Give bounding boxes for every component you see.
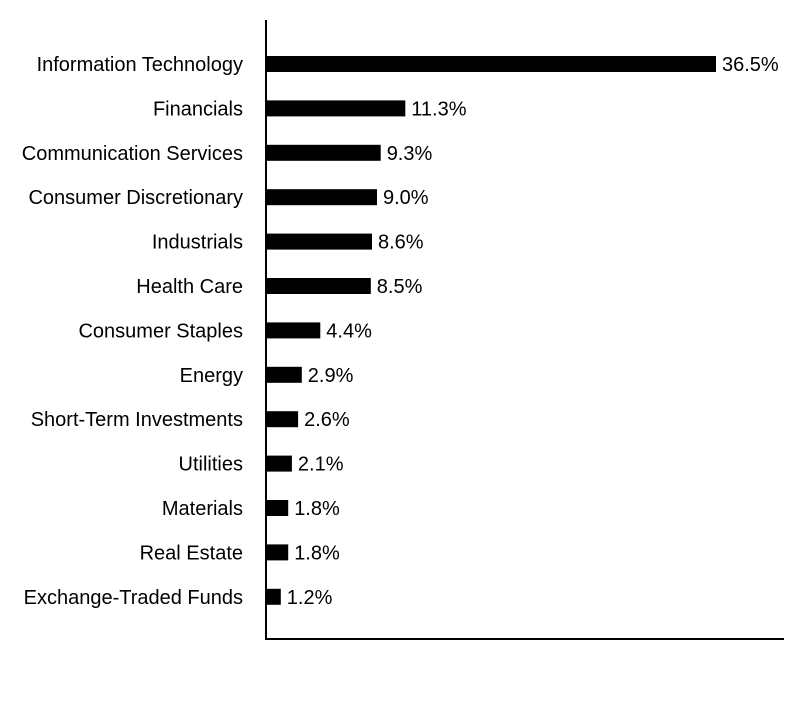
bar	[266, 233, 372, 250]
category-label: Consumer Staples	[78, 320, 243, 342]
bar	[266, 455, 292, 472]
category-label: Communication Services	[22, 143, 243, 165]
category-label: Financials	[153, 98, 243, 120]
bar	[266, 189, 377, 206]
data-label: 4.4%	[326, 320, 372, 342]
category-label: Real Estate	[140, 542, 243, 564]
data-label: 2.6%	[304, 409, 350, 431]
data-label: 8.6%	[378, 232, 424, 254]
data-label: 11.3%	[411, 98, 466, 120]
bar	[266, 366, 302, 383]
category-label: Health Care	[136, 276, 243, 298]
bar	[266, 588, 281, 605]
data-label: 2.1%	[298, 454, 344, 476]
bar	[266, 500, 289, 516]
category-label: Energy	[180, 365, 243, 387]
category-label: Consumer Discretionary	[28, 187, 243, 209]
bar	[266, 411, 299, 428]
data-label: 2.9%	[308, 365, 354, 387]
data-label: 8.5%	[377, 276, 423, 298]
bar	[266, 100, 406, 117]
category-label: Short-Term Investments	[31, 409, 243, 431]
labels-layer: Information Technology 36.5% Financials 11.…	[22, 54, 779, 609]
data-label: 1.8%	[294, 498, 340, 520]
bar	[266, 544, 289, 561]
category-label: Exchange-Traded Funds	[24, 587, 243, 609]
bar	[266, 322, 321, 339]
data-label: 36.5%	[722, 54, 779, 76]
data-label: 1.8%	[294, 542, 340, 564]
category-label: Materials	[162, 498, 243, 520]
category-label: Information Technology	[37, 54, 243, 76]
data-label: 9.3%	[387, 143, 433, 165]
bar	[266, 56, 716, 72]
bar	[266, 144, 381, 161]
data-label: 1.2%	[287, 587, 333, 609]
bar	[266, 278, 371, 294]
category-label: Industrials	[152, 232, 243, 254]
category-label: Utilities	[179, 454, 243, 476]
bars-layer	[266, 56, 716, 605]
data-label: 9.0%	[383, 187, 429, 209]
